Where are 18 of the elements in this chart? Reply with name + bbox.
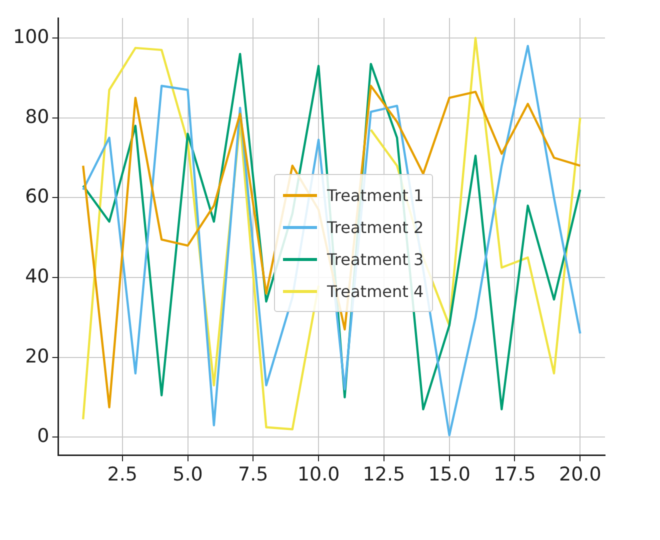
x-tick-label: 15.0 <box>428 464 471 486</box>
y-tick-label: 80 <box>25 106 50 128</box>
x-tick-label: 10.0 <box>297 464 340 486</box>
x-tick-label: 5.0 <box>172 464 203 486</box>
y-tick-label: 60 <box>25 186 50 208</box>
y-tick-label: 0 <box>37 425 50 448</box>
x-tick-label: 20.0 <box>558 464 602 486</box>
legend-label: Treatment 3 <box>327 250 424 268</box>
x-tick-label: 7.5 <box>238 464 268 486</box>
x-tick-label: 12.5 <box>362 464 406 486</box>
y-tick-label: 40 <box>25 265 50 288</box>
y-tick-label: 100 <box>13 26 50 48</box>
legend-label: Treatment 1 <box>327 186 424 204</box>
legend-label: Treatment 2 <box>327 218 424 236</box>
legend-label: Treatment 4 <box>327 282 424 300</box>
x-tick-label: 17.5 <box>494 464 536 486</box>
x-tick-label: 2.5 <box>107 464 138 486</box>
y-tick-label: 20 <box>25 345 50 368</box>
